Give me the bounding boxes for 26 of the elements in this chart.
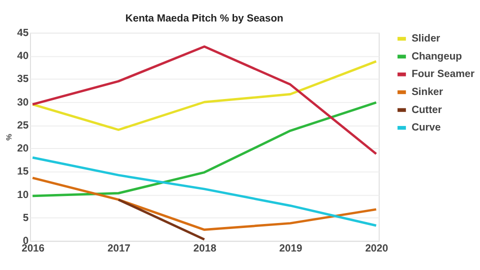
y-axis-title: % <box>4 134 14 141</box>
y-tick-label: 5 <box>22 212 29 224</box>
y-tick-label: 30 <box>17 97 29 108</box>
x-tick-label: 2017 <box>107 244 131 255</box>
y-tick-label: 15 <box>17 166 29 178</box>
y-tick-label: 25 <box>17 120 29 132</box>
legend-label: Changeup <box>412 51 462 62</box>
legend-label: Sinker <box>412 87 444 98</box>
x-tick-label: 2019 <box>279 244 302 255</box>
x-tick-label: 2020 <box>365 244 388 255</box>
y-tick-label: 20 <box>17 144 29 155</box>
x-tick-label: 2018 <box>193 244 217 255</box>
legend-label: Slider <box>412 34 440 45</box>
line-series <box>31 101 378 198</box>
y-tick-label: 10 <box>17 190 29 201</box>
y-tick-label: 40 <box>17 51 29 62</box>
y-tick-label: 35 <box>17 74 29 86</box>
line-series <box>31 45 378 156</box>
legend-label: Cutter <box>412 104 442 116</box>
chart-title: Kenta Maeda Pitch % by Season <box>125 13 284 24</box>
line-series <box>31 156 378 227</box>
line-series <box>31 60 378 131</box>
y-tick-label: 45 <box>17 28 29 39</box>
line-series <box>31 176 378 231</box>
legend-label: Four Seamer <box>412 69 475 80</box>
legend-label: Curve <box>412 122 442 134</box>
